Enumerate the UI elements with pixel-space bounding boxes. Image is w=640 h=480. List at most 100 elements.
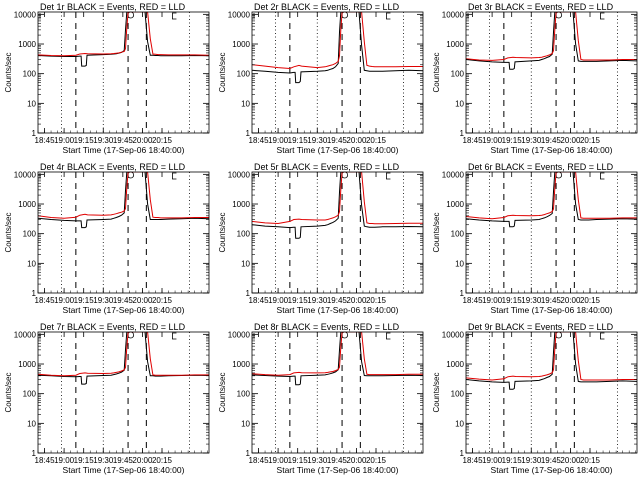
y-tick-label: 10000 bbox=[14, 330, 37, 339]
x-tick-label: 18:45 bbox=[249, 456, 270, 465]
series-line-events bbox=[38, 12, 209, 67]
circle-marker bbox=[555, 11, 563, 19]
panel-title: Det 5r BLACK = Events, RED = LLD bbox=[254, 162, 400, 172]
panel-7: Det 7r BLACK = Events, RED = LLD 1 10 100 10… bbox=[4, 322, 210, 475]
y-axis-label: Counts/sec bbox=[4, 372, 13, 412]
y-tick-label: 1000 bbox=[232, 200, 250, 209]
x-axis-label: Start Time (17-Sep-06 18:40:00) bbox=[277, 305, 399, 315]
x-tick-label: 19:00 bbox=[54, 296, 75, 305]
x-tick-label: 19:45 bbox=[327, 456, 348, 465]
x-tick-label: 20:00 bbox=[132, 136, 153, 145]
y-tick-label: 10000 bbox=[442, 330, 465, 339]
x-tick-label: 20:00 bbox=[132, 296, 153, 305]
bracket-marker bbox=[600, 172, 605, 180]
x-tick-label: 19:30 bbox=[307, 456, 328, 465]
x-tick-label: 18:45 bbox=[35, 136, 56, 145]
y-tick-label: 1 bbox=[460, 289, 465, 298]
y-tick-label: 10 bbox=[27, 419, 36, 428]
circle-marker bbox=[127, 11, 135, 19]
y-tick-label: 100 bbox=[23, 230, 37, 239]
x-tick-label: 20:15 bbox=[152, 296, 173, 305]
y-tick-label: 10 bbox=[241, 419, 250, 428]
x-axis-label: Start Time (17-Sep-06 18:40:00) bbox=[277, 145, 399, 155]
plot-frame bbox=[37, 11, 210, 134]
x-axis-label: Start Time (17-Sep-06 18:40:00) bbox=[277, 465, 399, 475]
bracket-marker bbox=[386, 332, 391, 340]
x-tick-label: 19:00 bbox=[482, 296, 503, 305]
y-axis-label: Counts/sec bbox=[4, 52, 13, 92]
y-tick-label: 1000 bbox=[18, 40, 36, 49]
y-tick-label: 10 bbox=[455, 259, 464, 268]
y-tick-label: 1 bbox=[246, 129, 251, 138]
y-tick-label: 10000 bbox=[442, 170, 465, 179]
y-axis-label: Counts/sec bbox=[4, 212, 13, 252]
y-tick-label: 1 bbox=[32, 289, 37, 298]
series-line-events bbox=[38, 172, 209, 229]
panel-1: Det 1r BLACK = Events, RED = LLD 1 10 100 10… bbox=[4, 2, 210, 155]
x-tick-label: 20:15 bbox=[366, 456, 387, 465]
panel-title: Det 4r BLACK = Events, RED = LLD bbox=[40, 162, 186, 172]
panel-3: Det 3r BLACK = Events, RED = LLD 1 10 100 10… bbox=[432, 2, 638, 155]
x-tick-label: 19:30 bbox=[521, 296, 542, 305]
x-tick-label: 20:15 bbox=[152, 136, 173, 145]
panel-4: Det 4r BLACK = Events, RED = LLD 1 10 100 10… bbox=[4, 162, 210, 315]
x-tick-label: 20:00 bbox=[346, 456, 367, 465]
series-line-lld bbox=[466, 332, 637, 381]
circle-marker bbox=[555, 171, 563, 179]
series-line-lld bbox=[466, 12, 637, 61]
y-tick-label: 100 bbox=[451, 390, 465, 399]
series-line-lld bbox=[252, 12, 423, 70]
y-axis-label: Counts/sec bbox=[432, 372, 441, 412]
series-line-events bbox=[38, 332, 209, 385]
x-tick-label: 19:15 bbox=[74, 296, 95, 305]
y-tick-label: 1000 bbox=[18, 360, 36, 369]
plot-frame bbox=[37, 331, 210, 454]
series-line-lld bbox=[38, 332, 209, 377]
x-tick-label: 20:00 bbox=[560, 456, 581, 465]
y-axis-label: Counts/sec bbox=[218, 52, 227, 92]
y-tick-label: 1 bbox=[32, 449, 37, 458]
panel-title: Det 6r BLACK = Events, RED = LLD bbox=[468, 162, 614, 172]
y-tick-label: 10 bbox=[455, 99, 464, 108]
x-tick-label: 19:30 bbox=[93, 136, 114, 145]
x-tick-label: 18:45 bbox=[463, 296, 484, 305]
x-tick-label: 19:30 bbox=[93, 456, 114, 465]
x-tick-label: 19:15 bbox=[74, 136, 95, 145]
x-axis-label: Start Time (17-Sep-06 18:40:00) bbox=[63, 145, 185, 155]
x-tick-label: 19:45 bbox=[541, 296, 562, 305]
y-tick-label: 1000 bbox=[232, 360, 250, 369]
y-tick-label: 10 bbox=[27, 259, 36, 268]
circle-marker bbox=[127, 171, 135, 179]
y-tick-label: 10 bbox=[27, 99, 36, 108]
series-line-events bbox=[466, 172, 637, 228]
x-tick-label: 19:00 bbox=[268, 456, 289, 465]
x-tick-label: 19:15 bbox=[502, 456, 523, 465]
y-axis-label: Counts/sec bbox=[218, 212, 227, 252]
y-tick-label: 1 bbox=[32, 129, 37, 138]
y-tick-label: 10 bbox=[241, 259, 250, 268]
plot-frame bbox=[465, 331, 638, 454]
y-axis-label: Counts/sec bbox=[432, 52, 441, 92]
x-tick-label: 19:15 bbox=[502, 136, 523, 145]
x-axis-label: Start Time (17-Sep-06 18:40:00) bbox=[63, 305, 185, 315]
y-tick-label: 100 bbox=[451, 70, 465, 79]
y-tick-label: 1000 bbox=[446, 200, 464, 209]
x-tick-label: 19:45 bbox=[541, 456, 562, 465]
series-line-lld bbox=[252, 172, 423, 225]
y-tick-label: 100 bbox=[451, 230, 465, 239]
circle-marker bbox=[341, 331, 349, 339]
plot-frame bbox=[37, 171, 210, 294]
y-tick-label: 10000 bbox=[228, 170, 251, 179]
bracket-marker bbox=[600, 12, 605, 20]
x-tick-label: 20:15 bbox=[152, 456, 173, 465]
bracket-marker bbox=[386, 172, 391, 180]
plot-frame bbox=[251, 171, 424, 294]
x-tick-label: 20:15 bbox=[580, 136, 601, 145]
circle-marker bbox=[341, 171, 349, 179]
x-tick-label: 19:45 bbox=[113, 296, 134, 305]
panel-title: Det 2r BLACK = Events, RED = LLD bbox=[254, 2, 400, 12]
series-line-events bbox=[252, 12, 423, 84]
x-axis-label: Start Time (17-Sep-06 18:40:00) bbox=[491, 305, 613, 315]
x-tick-label: 19:15 bbox=[74, 456, 95, 465]
